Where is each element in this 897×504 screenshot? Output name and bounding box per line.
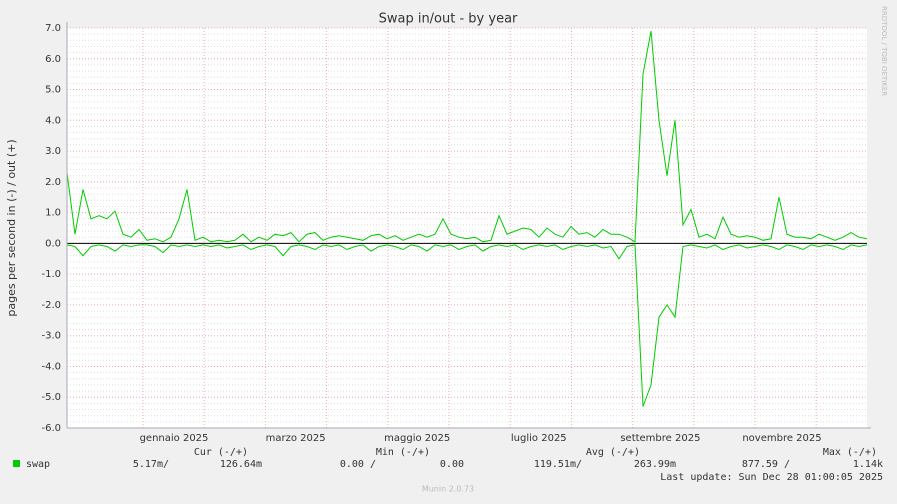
series-line <box>66 31 868 243</box>
y-axis-label: pages per second in (-) / out (+) <box>5 139 18 316</box>
y-tick-label: 6.0 <box>45 54 61 65</box>
y-tick-label: 5.0 <box>45 85 61 96</box>
y-tick-label: 0.0 <box>45 238 61 249</box>
summary-cell: 0.00 / <box>340 459 376 470</box>
legend-swatch <box>13 460 20 467</box>
side-note: RRDTOOL / TOBI OETIKER <box>880 6 888 96</box>
y-tick-label: 7.0 <box>45 23 61 34</box>
x-tick-label: maggio 2025 <box>384 433 450 444</box>
series-line <box>66 244 868 407</box>
summary-cell: 877.59 / <box>742 459 790 470</box>
summary-cell: 5.17m/ <box>133 459 169 470</box>
y-tick-label: -1.0 <box>41 269 61 280</box>
footer: Munin 2.0.73 <box>422 485 474 494</box>
summary-header: Avg (-/+) <box>586 447 640 458</box>
summary-cell: 119.51m/ <box>534 459 582 470</box>
y-tick-label: -6.0 <box>41 423 61 434</box>
y-tick-label: 1.0 <box>45 208 61 219</box>
x-tick-label: marzo 2025 <box>266 433 326 444</box>
x-tick-label: settembre 2025 <box>620 433 700 444</box>
summary-cell: 126.64m <box>220 459 262 470</box>
chart-title: Swap in/out - by year <box>379 12 518 27</box>
summary-cell: 1.14k <box>853 459 883 470</box>
y-tick-label: -5.0 <box>41 392 61 403</box>
y-tick-label: 4.0 <box>45 115 61 126</box>
x-tick-label: gennaio 2025 <box>140 433 209 444</box>
x-tick-label: novembre 2025 <box>742 433 821 444</box>
x-tick-label: luglio 2025 <box>511 433 567 444</box>
summary-header: Min (-/+) <box>376 447 430 458</box>
summary-cell: 263.99m <box>634 459 676 470</box>
summary-header: Max (-/+) <box>823 447 877 458</box>
summary-header: Cur (-/+) <box>194 447 248 458</box>
y-tick-label: 2.0 <box>45 177 61 188</box>
legend-label: swap <box>26 459 50 470</box>
last-update: Last update: Sun Dec 28 01:00:05 2025 <box>660 472 883 483</box>
y-tick-label: -4.0 <box>41 361 61 372</box>
y-tick-label: -2.0 <box>41 300 61 311</box>
y-tick-label: 3.0 <box>45 146 61 157</box>
plot-area <box>67 28 867 428</box>
y-tick-label: -3.0 <box>41 331 61 342</box>
summary-cell: 0.00 <box>440 459 464 470</box>
